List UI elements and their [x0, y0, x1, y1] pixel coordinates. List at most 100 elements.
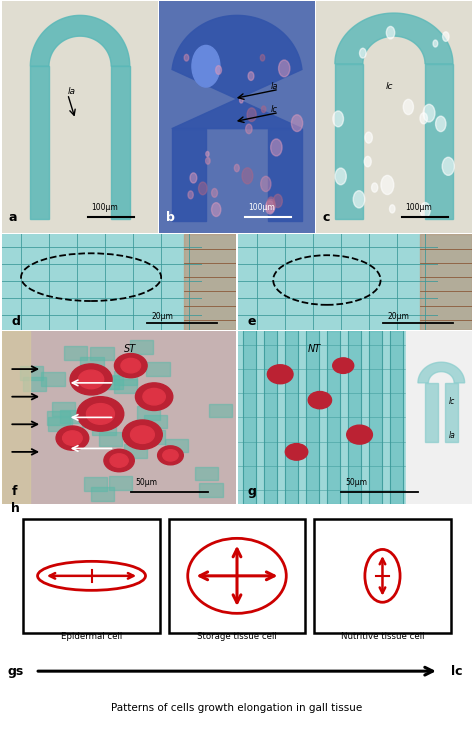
Circle shape [423, 104, 435, 122]
Circle shape [110, 454, 128, 467]
Circle shape [266, 199, 275, 212]
Polygon shape [418, 362, 465, 383]
Bar [24, 519, 160, 633]
FancyBboxPatch shape [64, 346, 87, 360]
FancyBboxPatch shape [81, 357, 104, 371]
Circle shape [360, 48, 366, 58]
Text: 20μm: 20μm [152, 312, 173, 321]
Circle shape [136, 383, 173, 410]
Text: b: b [165, 211, 174, 224]
Text: NT: NT [308, 344, 321, 354]
Bar [169, 519, 305, 633]
Polygon shape [30, 66, 49, 219]
FancyBboxPatch shape [146, 363, 170, 376]
Circle shape [188, 191, 193, 199]
Polygon shape [243, 331, 255, 504]
Circle shape [130, 426, 155, 444]
FancyBboxPatch shape [19, 366, 43, 380]
Polygon shape [268, 129, 302, 221]
FancyBboxPatch shape [99, 432, 122, 447]
FancyBboxPatch shape [194, 467, 218, 481]
Bar [314, 519, 450, 633]
Text: c: c [322, 211, 330, 224]
Circle shape [273, 194, 283, 207]
Circle shape [242, 168, 253, 184]
Polygon shape [348, 331, 361, 504]
Polygon shape [2, 331, 30, 504]
Circle shape [420, 203, 430, 218]
Circle shape [206, 158, 210, 164]
Polygon shape [425, 383, 438, 441]
FancyBboxPatch shape [209, 403, 232, 418]
Circle shape [211, 203, 221, 216]
Polygon shape [172, 129, 206, 221]
Circle shape [333, 111, 344, 127]
Text: Nutritive tissue cell: Nutritive tissue cell [341, 632, 424, 641]
Polygon shape [335, 64, 363, 219]
Circle shape [70, 364, 112, 395]
Text: Storage tissue cell: Storage tissue cell [197, 632, 277, 641]
Text: 100μm: 100μm [405, 203, 431, 212]
Text: la: la [448, 431, 455, 440]
FancyBboxPatch shape [46, 411, 70, 425]
Circle shape [443, 32, 449, 42]
FancyBboxPatch shape [142, 429, 165, 444]
Polygon shape [420, 234, 472, 330]
Text: 100μm: 100μm [91, 203, 118, 212]
Circle shape [247, 108, 256, 122]
Circle shape [56, 426, 89, 450]
Circle shape [79, 370, 104, 389]
FancyBboxPatch shape [144, 415, 167, 429]
Circle shape [279, 60, 290, 77]
Text: Patterns of cells growth elongation in gall tissue: Patterns of cells growth elongation in g… [111, 703, 363, 713]
FancyBboxPatch shape [113, 371, 137, 385]
Text: 50μm: 50μm [346, 478, 367, 487]
Circle shape [262, 106, 266, 112]
Polygon shape [369, 331, 382, 504]
Circle shape [192, 45, 220, 87]
Circle shape [365, 132, 373, 143]
Circle shape [335, 168, 346, 185]
FancyBboxPatch shape [114, 379, 137, 393]
Circle shape [364, 156, 371, 166]
Polygon shape [264, 331, 277, 504]
FancyBboxPatch shape [41, 372, 65, 386]
Text: la: la [271, 82, 279, 91]
Circle shape [158, 446, 183, 465]
Circle shape [346, 425, 373, 444]
FancyBboxPatch shape [91, 487, 114, 501]
Text: f: f [12, 485, 17, 498]
Circle shape [248, 72, 254, 80]
Text: lc: lc [271, 106, 278, 114]
Circle shape [184, 54, 189, 61]
Text: gs: gs [7, 665, 24, 678]
Circle shape [190, 173, 197, 183]
Polygon shape [390, 331, 403, 504]
Text: g: g [247, 485, 256, 498]
FancyBboxPatch shape [48, 417, 72, 431]
Text: 20μm: 20μm [388, 312, 410, 321]
Circle shape [436, 116, 446, 132]
FancyBboxPatch shape [91, 346, 114, 360]
Text: la: la [68, 87, 76, 96]
Text: 100μm: 100μm [248, 203, 274, 212]
Text: e: e [247, 315, 256, 328]
FancyBboxPatch shape [100, 375, 123, 389]
FancyBboxPatch shape [137, 406, 160, 420]
Circle shape [246, 124, 252, 134]
Circle shape [292, 114, 303, 132]
Circle shape [239, 98, 243, 103]
Text: Epidermal cell: Epidermal cell [61, 632, 122, 641]
Circle shape [206, 152, 209, 157]
Polygon shape [425, 64, 453, 219]
Circle shape [63, 431, 82, 445]
Text: a: a [9, 211, 17, 224]
Polygon shape [111, 66, 130, 219]
Polygon shape [445, 383, 457, 441]
Text: lc: lc [386, 82, 394, 91]
Circle shape [442, 158, 455, 175]
Text: lc: lc [448, 397, 455, 406]
FancyBboxPatch shape [52, 402, 75, 416]
FancyBboxPatch shape [199, 484, 223, 497]
Circle shape [386, 27, 395, 39]
